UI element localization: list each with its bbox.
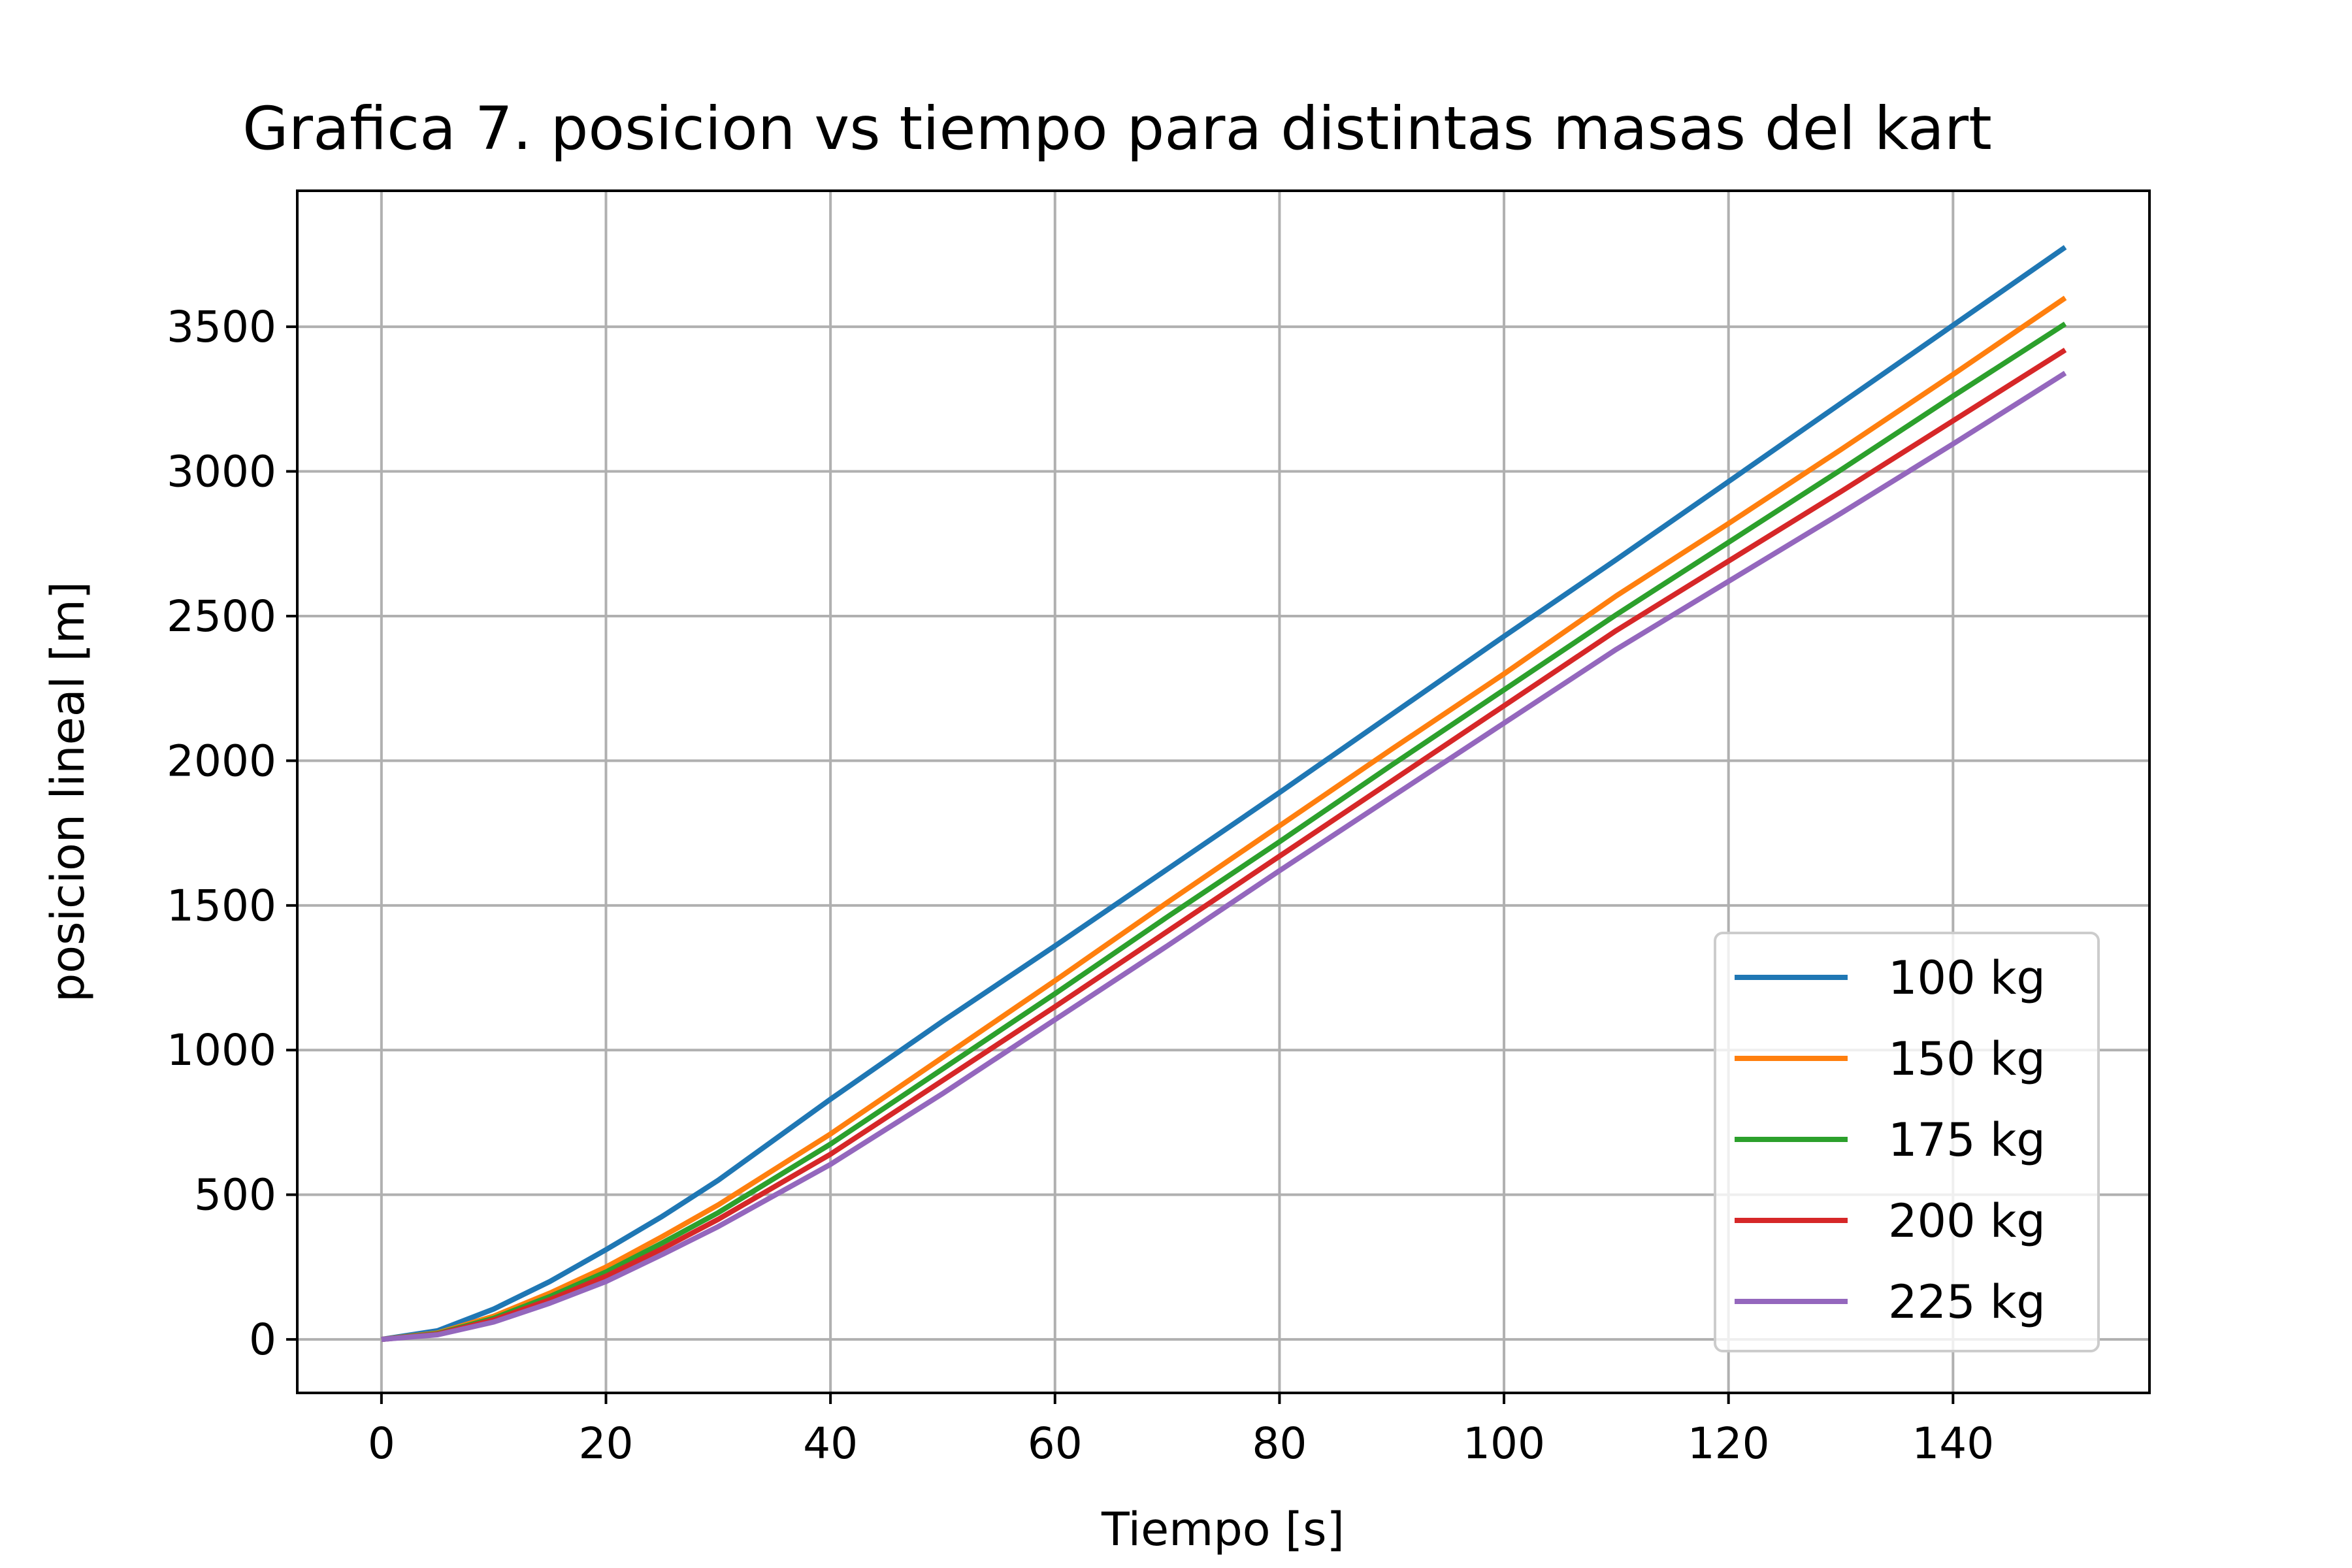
series-line-3 (381, 321, 2067, 1343)
y-tick-label: 3500 (167, 302, 276, 352)
y-tick-label: 1500 (167, 881, 276, 931)
x-tick-label: 80 (1252, 1418, 1307, 1469)
x-tick-label: 140 (1912, 1418, 1994, 1469)
x-tick-label: 40 (803, 1418, 858, 1469)
plot-frame (296, 189, 2151, 1394)
legend: 100 kg 150 kg 175 kg 200 kg 225 kg (1714, 932, 2100, 1352)
legend-label-1: 100 kg (1888, 951, 2046, 1005)
x-tick-label: 120 (1688, 1418, 1770, 1469)
series-layer (381, 245, 2067, 1343)
y-tick-label: 3000 (167, 447, 276, 497)
y-tick-label: 500 (194, 1170, 276, 1220)
x-tick-label: 0 (368, 1418, 395, 1469)
legend-label-2: 150 kg (1888, 1032, 2046, 1086)
x-tick-label: 100 (1463, 1418, 1545, 1469)
series-line-2 (381, 295, 2067, 1343)
axis-ticks: 0 20 40 60 80 100 120 140 0 500 1000 1500 2000 2500 30… (167, 302, 1994, 1469)
y-tick-label: 2500 (167, 591, 276, 642)
y-tick-label: 1000 (167, 1025, 276, 1075)
legend-label-5: 225 kg (1888, 1275, 2046, 1329)
series-line-1 (381, 245, 2067, 1343)
y-axis-label: posicion lineal [m] (41, 581, 95, 1002)
legend-label-3: 175 kg (1888, 1113, 2046, 1167)
series-line-4 (381, 348, 2067, 1343)
x-axis-label: Tiempo [s] (1101, 1503, 1345, 1556)
legend-box (1714, 932, 2100, 1352)
y-tick-label: 2000 (167, 736, 276, 786)
x-tick-label: 20 (579, 1418, 634, 1469)
x-tick-label: 60 (1028, 1418, 1083, 1469)
y-tick-label: 0 (249, 1315, 276, 1365)
chart-title: Grafica 7. posicion vs tiempo para disti… (242, 95, 1992, 163)
legend-label-4: 200 kg (1888, 1194, 2046, 1248)
series-line-5 (381, 370, 2067, 1343)
